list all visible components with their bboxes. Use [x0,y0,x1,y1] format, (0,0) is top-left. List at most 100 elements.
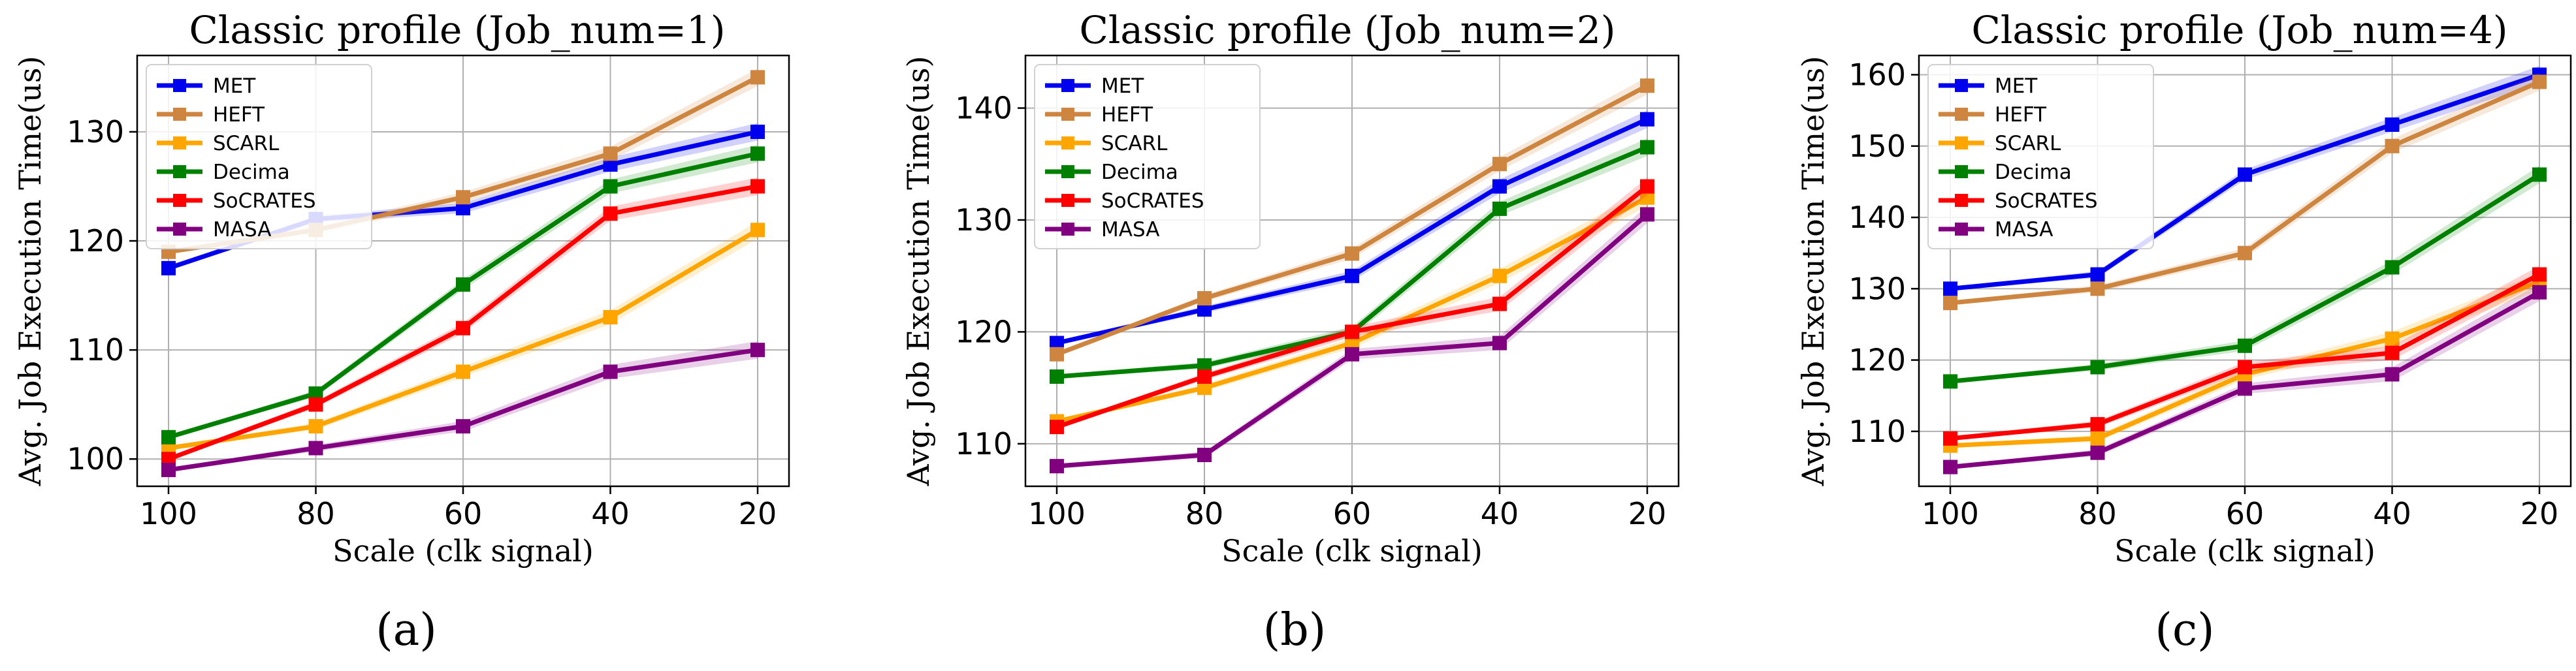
chart3-point-masa-60 [2238,381,2252,396]
chart1-point-scarl-20 [750,223,765,238]
chart1-point-masa-100 [161,462,176,477]
chart2-point-masa-80 [1197,448,1212,462]
chart3-point-met-40 [2385,117,2400,132]
chart3-x-tick-label: 80 [2078,496,2117,531]
chart2-legend-label-masa: MASA [1101,218,1159,242]
chart1-legend-box [146,64,372,249]
chart3-title: Classic profile (Job_num=4) [1971,8,2507,52]
chart3-legend-box [1927,64,2154,249]
chart1-x-tick-label: 60 [444,496,483,531]
chart1-legend-label-scarl: SCARL [213,132,280,155]
chart3-legend-marker-socrates [1955,194,1968,207]
chart2-point-masa-60 [1345,347,1359,362]
chart1-point-socrates-100 [161,452,176,467]
chart2-x-tick-label: 60 [1333,496,1372,531]
chart1-point-decima-80 [308,386,323,401]
chart1-legend-marker-decima [173,165,186,178]
chart3-point-masa-100 [1943,460,1957,475]
chart2-x-tick-label: 80 [1185,496,1224,531]
chart2-y-axis-label: Avg. Job Execution Time(us) [901,56,936,487]
chart3-point-heft-20 [2532,74,2547,89]
chart3-point-decima-40 [2385,260,2400,275]
chart2-point-scarl-40 [1492,268,1507,283]
chart2-legend-label-met: MET [1101,74,1144,98]
chart3-y-tick-label: 130 [1848,271,1906,306]
chart2-point-socrates-80 [1197,369,1212,384]
chart2-legend-label-socrates: SoCRATES [1101,189,1204,213]
chart1-point-masa-60 [456,419,470,434]
chart2-legend-marker-heft [1061,108,1074,121]
chart1-x-tick-label: 100 [140,496,197,531]
chart3-x-axis-label: Scale (clk signal) [2114,533,2375,569]
chart2-point-scarl-80 [1197,381,1212,396]
chart3-point-masa-20 [2532,285,2547,300]
chart2-legend-label-scarl: SCARL [1101,132,1168,155]
chart3-legend-marker-masa [1955,223,1968,236]
chart3-x-tick-label: 60 [2226,496,2264,531]
chart1-point-socrates-80 [308,397,323,412]
chart1-point-heft-20 [750,70,765,85]
chart3-point-scarl-80 [2090,431,2105,446]
chart1-point-decima-40 [603,179,618,194]
chart3-point-masa-80 [2090,445,2105,460]
chart2-legend-box [1034,64,1261,249]
chart3-legend-label-decima: Decima [1995,161,2072,184]
chart-job-num-4: 100 80 60 40 20 110 120 130 140 150 160 Classic pro… [1795,8,2572,569]
panel-label-a: (a) [376,604,437,656]
chart3-y-tick-label: 120 [1848,343,1906,378]
chart1-point-met-100 [161,260,176,275]
panel-label-c: (c) [2155,604,2214,656]
chart1-legend-marker-heft [173,108,186,121]
chart1-point-heft-40 [603,146,618,161]
chart1-x-tick-label: 80 [297,496,335,531]
chart2-y-tick-label: 140 [955,91,1012,126]
chart2-x-tick-label: 40 [1481,496,1519,531]
chart1-y-tick-label: 130 [67,114,124,149]
chart2-point-masa-100 [1050,459,1064,474]
chart3-y-tick-label: 110 [1848,414,1906,449]
chart2-point-met-60 [1345,268,1359,283]
chart3-x-tick-label: 20 [2520,496,2559,531]
chart3-point-heft-100 [1943,296,1957,311]
chart1-x-tick-label: 40 [591,496,630,531]
chart2-legend-marker-socrates [1061,194,1074,207]
chart-job-num-2: 100 80 60 40 20 110 120 130 140 Classic profile (… [901,8,1680,569]
chart2-point-socrates-60 [1345,324,1359,339]
chart2-legend-label-decima: Decima [1101,161,1178,184]
chart3-x-tick-label: 100 [1922,496,1979,531]
chart2-point-met-100 [1050,336,1064,351]
chart3-y-tick-label: 150 [1848,129,1906,164]
chart3-point-masa-40 [2385,367,2400,382]
chart2-point-heft-40 [1492,157,1507,172]
chart3-point-socrates-20 [2532,267,2547,282]
chart3-point-socrates-80 [2090,416,2105,431]
chart1-point-scarl-100 [161,441,176,456]
chart1-legend-label-met: MET [213,74,256,98]
chart3-legend-marker-met [1955,79,1968,92]
chart1-y-tick-label: 120 [67,223,124,258]
chart3-y-tick-label: 160 [1848,57,1906,93]
chart1-x-tick-label: 20 [739,496,777,531]
chart1-y-tick-label: 100 [67,441,124,476]
chart3-point-heft-60 [2238,245,2252,260]
chart3-y-axis-label: Avg. Job Execution Time(us) [1795,56,1831,487]
chart2-point-socrates-100 [1050,420,1064,435]
chart1-legend-marker-masa [173,223,186,236]
chart2-point-masa-40 [1492,336,1507,351]
chart2-point-heft-80 [1197,291,1212,305]
chart1-point-heft-60 [456,190,470,205]
chart2-point-decima-100 [1050,369,1064,384]
chart1-point-met-60 [456,200,470,215]
chart2-point-socrates-20 [1640,179,1654,194]
chart-job-num-1: 100 80 60 40 20 100 110 120 130 Classic profile (… [12,8,790,569]
chart1-point-scarl-60 [456,364,470,379]
chart2-y-tick-label: 110 [955,426,1012,461]
chart2-y-tick-label: 130 [955,202,1012,238]
chart2-point-met-40 [1492,179,1507,194]
chart2-point-heft-100 [1050,347,1064,362]
chart2-point-masa-20 [1640,207,1654,222]
chart3-legend-label-masa: MASA [1995,218,2053,242]
chart1-point-met-40 [603,157,618,172]
chart1-legend-label-decima: Decima [213,161,290,184]
